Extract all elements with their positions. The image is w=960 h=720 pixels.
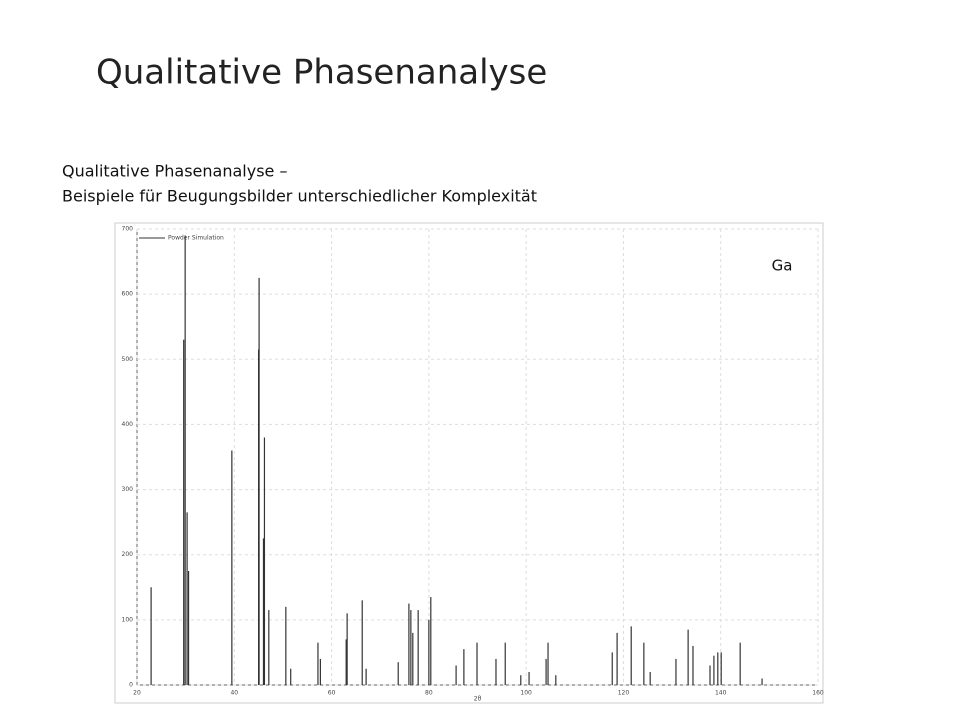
y-tick-label: 500 (122, 356, 134, 363)
y-tick-label: 600 (122, 291, 134, 298)
x-tick-label: 40 (230, 690, 238, 697)
annotation: Ga (772, 257, 793, 275)
chart-frame (114, 222, 824, 704)
y-tick-label: 200 (122, 551, 134, 558)
legend-label: Powder Simulation (168, 235, 224, 242)
x-tick-label: 140 (715, 690, 727, 697)
y-tick-label: 300 (122, 486, 134, 493)
slide-text: Beispiele für Beugungsbilder unterschied… (62, 187, 537, 206)
x-tick-label: 100 (520, 690, 532, 697)
x-tick-label: 160 (812, 690, 824, 697)
x-tick-label: 20 (133, 690, 141, 697)
x-tick-label: 80 (425, 690, 433, 697)
y-tick-label: 0 (129, 682, 133, 689)
slide-text: Qualitative Phasenanalyse – (62, 162, 287, 181)
slide-title: Qualitative Phasenanalyse (96, 53, 547, 93)
y-tick-label: 700 (122, 226, 134, 233)
x-axis-label: 2θ (474, 696, 482, 703)
x-tick-label: 60 (328, 690, 336, 697)
x-tick-label: 120 (618, 690, 630, 697)
y-tick-label: 400 (122, 421, 134, 428)
y-tick-label: 100 (122, 616, 134, 623)
